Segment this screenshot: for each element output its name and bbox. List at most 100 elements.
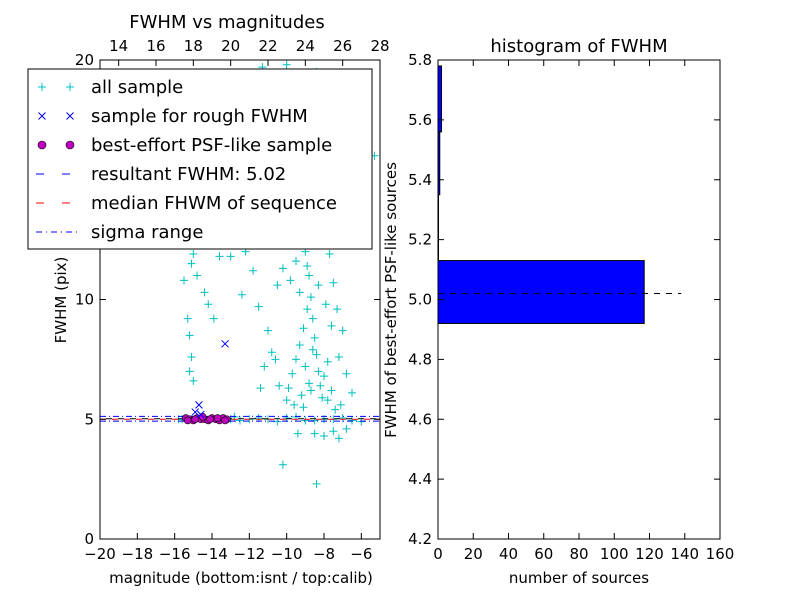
legend-label: all sample [91,77,183,98]
scatter-y-tick-label: 10 [75,291,94,309]
all-sample-point [284,384,293,393]
scatter-top-x-tick-label: 18 [184,37,203,55]
all-sample-point [293,429,302,438]
all-sample-point [299,324,308,333]
legend-item: all sample [38,77,183,98]
all-sample-point [215,252,224,261]
all-sample-point [209,314,218,323]
all-sample-point [260,362,269,371]
best-effort-point [191,415,199,424]
histogram-chart: histogram of FWHM 0 20 40 60 80 100 120 140 160 4… [382,36,734,587]
scatter-top-x-tick-label: 14 [109,37,128,55]
histogram-y-tick-label: 5.2 [408,231,432,249]
best-effort-point [183,416,192,425]
all-sample-point [200,288,209,297]
histogram-x-tick-label: 160 [706,545,735,563]
all-sample-point [278,264,287,273]
all-sample-point [282,60,291,69]
legend-label: resultant FWHM: 5.02 [91,164,286,185]
all-sample-point [193,271,202,280]
legend-label: sigma range [91,222,203,243]
histogram-y-tick-label: 5.4 [408,171,432,189]
all-sample-point [185,367,194,376]
histogram-y-tick-label: 4.6 [408,410,432,428]
all-sample-point [342,424,351,433]
scatter-x-tick-label: −20 [84,545,116,563]
scatter-chart: FWHM vs magnitudes −20 −18 −16 −14 −12 −10 −8−… [27,12,390,587]
all-sample-point [301,416,310,425]
all-sample-point [306,386,315,395]
all-sample-point [323,357,332,366]
legend-label: sample for rough FWHM [91,106,308,127]
scatter-x-tick-label: −16 [159,545,191,563]
legend-label: best-effort PSF-like sample [91,135,332,156]
legend-label: median FHWM of sequence [91,193,337,214]
best-effort-point [221,416,229,425]
all-sample-point [325,249,334,258]
best-effort-point [206,415,214,424]
all-sample-point [282,396,291,405]
scatter-axes-ticks: −20 −18 −16 −14 −12 −10 −8 −6 0 5 10 20 14 16 18 20 22 24… [75,37,390,563]
scatter-x-tick-label: −12 [234,545,266,563]
histogram-y-tick-label: 5.0 [408,291,432,309]
all-sample-point [254,302,263,311]
histogram-x-tick-label: 80 [569,545,588,563]
all-sample-point [333,305,342,314]
all-sample-point [290,400,299,409]
all-sample-point [249,266,258,275]
histogram-x-tick-label: 0 [433,545,443,563]
all-sample-point [329,427,338,436]
all-sample-point [329,278,338,287]
all-sample-point [301,362,310,371]
rough-sample-point [221,339,229,348]
rough-sample-point [191,408,200,416]
legend-item: resultant FWHM: 5.02 [36,164,286,185]
all-sample-point [292,355,300,364]
all-sample-point [185,331,194,340]
all-sample-point [273,281,282,290]
legend-marker-plus [66,83,74,91]
all-sample-point [275,381,284,390]
all-sample-point [314,367,323,376]
histogram-x-tick-label: 20 [464,545,483,563]
all-sample-point [264,326,272,335]
all-sample-point [342,369,351,378]
all-sample-point [183,314,192,323]
scatter-x-tick-label: −8 [313,545,335,563]
histogram-title: histogram of FWHM [490,36,667,57]
all-sample-point [318,393,327,402]
all-sample-point [331,405,340,414]
histogram-x-tick-label: 40 [499,545,518,563]
all-sample-point [334,352,343,361]
histogram-y-tick-label: 4.4 [408,470,432,488]
histogram-y-tick-label: 5.8 [408,51,432,69]
legend-item: best-effort PSF-like sample [37,135,332,156]
all-sample-point [303,305,312,314]
all-sample-point [180,276,188,285]
all-sample-point [189,376,198,385]
all-sample-point [267,348,276,357]
all-sample-point [278,460,287,469]
all-sample-point [305,271,314,280]
histogram-y-tick-label: 4.2 [408,530,432,548]
all-sample-point [297,391,306,400]
scatter-top-x-tick-label: 26 [333,37,352,55]
all-sample-point [305,379,314,388]
histogram-y-axis-label: FWHM of best-effort PSF-like sources [382,162,400,438]
all-sample-point [348,416,356,425]
all-sample-point [310,333,319,342]
all-sample-point [338,326,347,335]
histogram-axes-ticks: 0 20 40 60 80 100 120 140 160 4.2 4.4 4.6 4.8 5.0 5.2 5… [408,51,734,563]
all-sample-point [308,345,317,354]
histogram-x-tick-label: 120 [635,545,664,563]
scatter-top-x-tick-label: 24 [296,37,315,55]
all-sample-point [312,350,321,359]
rough-sample-point [196,410,205,419]
scatter-top-x-tick-label: 22 [258,37,277,55]
best-effort-point [213,414,222,422]
scatter-y-axis-label: FWHM (pix) [52,257,70,344]
all-sample-point [288,369,297,378]
scatter-chart-title: FWHM vs magnitudes [129,12,324,33]
histogram-bar [437,260,645,324]
